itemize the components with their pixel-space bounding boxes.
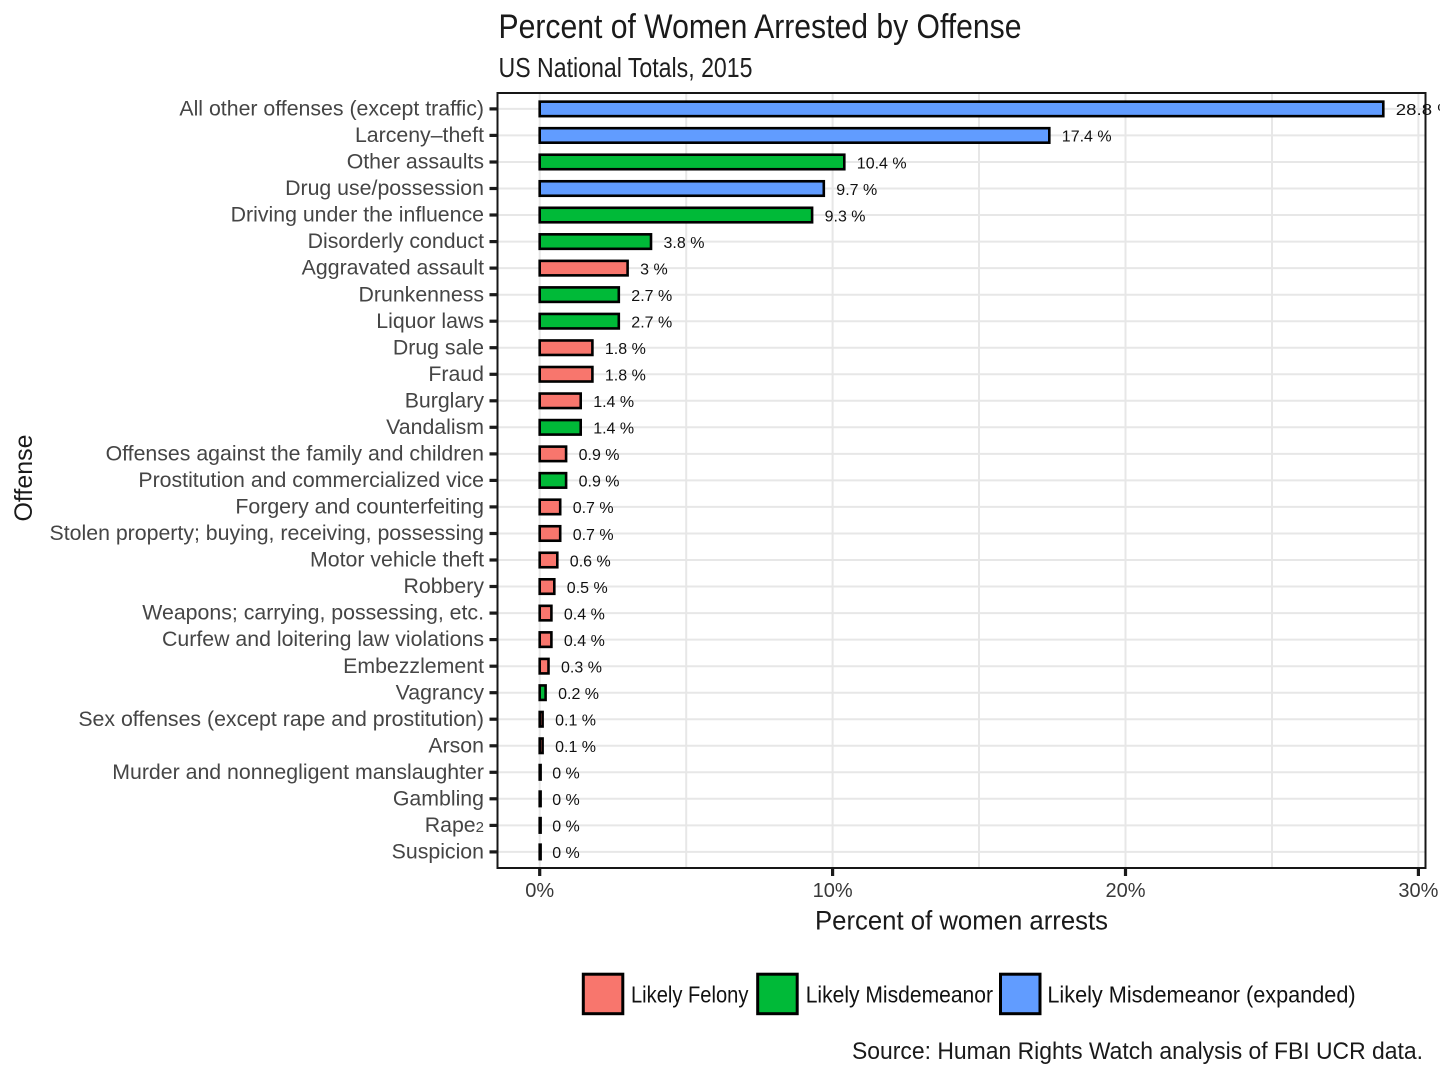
svg-text:0.9 %: 0.9 % xyxy=(579,447,620,464)
svg-text:Drug use/possession: Drug use/possession xyxy=(285,176,484,200)
svg-text:30%: 30% xyxy=(1398,880,1438,902)
svg-text:0.7 %: 0.7 % xyxy=(573,500,614,517)
svg-text:20%: 20% xyxy=(1105,880,1145,902)
svg-text:9.7 %: 9.7 % xyxy=(836,182,877,199)
svg-text:9.3 %: 9.3 % xyxy=(825,208,866,225)
svg-text:1.4 %: 1.4 % xyxy=(593,394,634,411)
svg-text:Offense: Offense xyxy=(10,434,38,521)
svg-text:0.4 %: 0.4 % xyxy=(564,606,605,623)
svg-text:Embezzlement: Embezzlement xyxy=(343,654,484,678)
svg-text:28.8 %: 28.8 % xyxy=(1396,102,1440,119)
svg-text:0.7 %: 0.7 % xyxy=(573,527,614,544)
svg-text:Drunkenness: Drunkenness xyxy=(359,282,484,306)
svg-text:3.8 %: 3.8 % xyxy=(664,235,705,252)
svg-text:0 %: 0 % xyxy=(552,792,580,809)
svg-text:US National Totals, 2015: US National Totals, 2015 xyxy=(499,52,753,83)
svg-text:Percent of Women Arrested by O: Percent of Women Arrested by Offense xyxy=(499,8,1022,46)
svg-text:2.7 %: 2.7 % xyxy=(631,288,672,305)
svg-text:Aggravated assault: Aggravated assault xyxy=(302,256,484,280)
svg-text:Offenses against the family an: Offenses against the family and children xyxy=(106,442,484,466)
svg-text:0.5 %: 0.5 % xyxy=(567,580,608,597)
svg-text:0 %: 0 % xyxy=(552,819,580,836)
svg-text:Forgery and counterfeiting: Forgery and counterfeiting xyxy=(235,495,484,519)
svg-text:0.6 %: 0.6 % xyxy=(570,553,611,570)
svg-text:1.8 %: 1.8 % xyxy=(605,368,646,385)
svg-text:1.8 %: 1.8 % xyxy=(605,341,646,358)
svg-text:10%: 10% xyxy=(813,880,853,902)
svg-text:Suspicion: Suspicion xyxy=(392,840,484,864)
svg-text:Arson: Arson xyxy=(428,733,484,757)
svg-text:Robbery: Robbery xyxy=(404,574,485,598)
svg-text:Prostitution and commercialize: Prostitution and commercialized vice xyxy=(138,468,484,492)
svg-text:2.7 %: 2.7 % xyxy=(631,315,672,332)
svg-text:3 %: 3 % xyxy=(640,261,668,278)
svg-text:Drug sale: Drug sale xyxy=(393,335,484,359)
svg-text:0.3 %: 0.3 % xyxy=(561,660,602,677)
svg-text:0.2 %: 0.2 % xyxy=(558,686,599,703)
svg-text:Other assaults: Other assaults xyxy=(347,150,484,174)
svg-text:Motor vehicle theft: Motor vehicle theft xyxy=(310,548,484,572)
svg-text:0 %: 0 % xyxy=(552,845,580,862)
svg-text:Sex offenses (except rape and: Sex offenses (except rape and prostituti… xyxy=(78,707,484,731)
svg-text:Liquor laws: Liquor laws xyxy=(376,309,484,333)
svg-text:Likely Misdemeanor (expanded): Likely Misdemeanor (expanded) xyxy=(1047,982,1355,1008)
svg-text:Burglary: Burglary xyxy=(405,388,485,412)
svg-text:0%: 0% xyxy=(525,880,554,902)
svg-text:0 %: 0 % xyxy=(552,766,580,783)
svg-text:1.4 %: 1.4 % xyxy=(593,421,634,438)
svg-text:Vandalism: Vandalism xyxy=(386,415,484,439)
svg-text:0.1 %: 0.1 % xyxy=(555,713,596,730)
svg-text:Curfew and loitering law viola: Curfew and loitering law violations xyxy=(162,627,484,651)
svg-text:Percent of women arrests: Percent of women arrests xyxy=(815,906,1108,936)
svg-text:Fraud: Fraud xyxy=(428,362,484,386)
svg-text:Stolen property; buying, recei: Stolen property; buying, receiving, poss… xyxy=(50,521,484,545)
svg-text:Weapons; carrying, possessing,: Weapons; carrying, possessing, etc. xyxy=(142,601,484,625)
svg-text:Larceny–theft: Larceny–theft xyxy=(355,123,484,147)
svg-text:Likely Felony: Likely Felony xyxy=(631,982,749,1008)
svg-text:All other offenses (except tra: All other offenses (except traffic) xyxy=(179,97,484,121)
svg-text:0.1 %: 0.1 % xyxy=(555,739,596,756)
svg-text:Source: Human Rights Watch ana: Source: Human Rights Watch analysis of F… xyxy=(852,1038,1423,1065)
svg-text:Gambling: Gambling xyxy=(393,786,484,810)
svg-text:Likely Misdemeanor: Likely Misdemeanor xyxy=(806,982,993,1008)
svg-text:Rape2: Rape2 xyxy=(425,813,484,837)
svg-text:Vagrancy: Vagrancy xyxy=(396,680,485,704)
svg-text:Murder and nonnegligent mansla: Murder and nonnegligent manslaughter xyxy=(112,760,484,784)
svg-text:Driving under the influence: Driving under the influence xyxy=(231,203,484,227)
svg-text:0.4 %: 0.4 % xyxy=(564,633,605,650)
svg-text:17.4 %: 17.4 % xyxy=(1062,129,1112,146)
svg-text:10.4 %: 10.4 % xyxy=(857,155,907,172)
svg-text:0.9 %: 0.9 % xyxy=(579,474,620,491)
svg-text:Disorderly conduct: Disorderly conduct xyxy=(308,229,484,253)
